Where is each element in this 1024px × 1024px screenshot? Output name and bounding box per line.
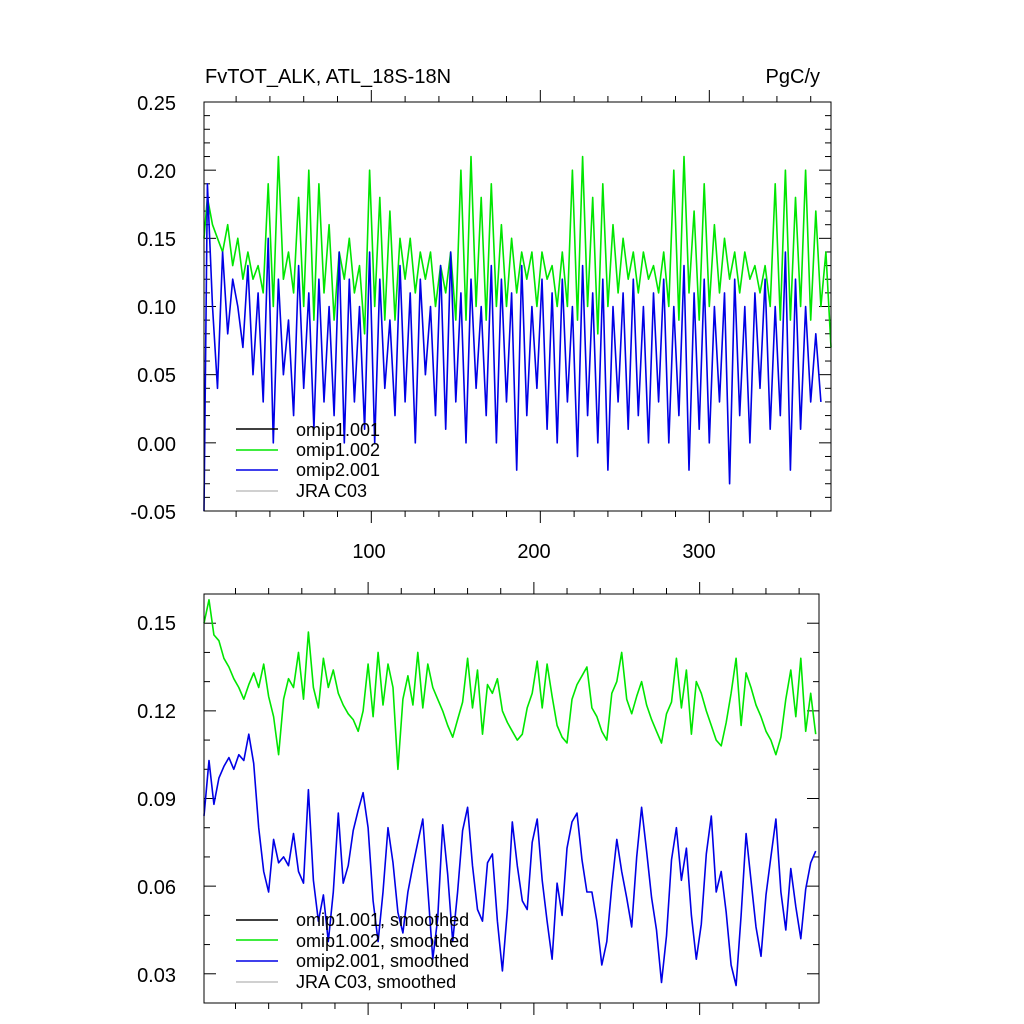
top-plot-frame xyxy=(203,101,832,512)
legend-label-omip1-002: omip1.002 xyxy=(296,440,380,460)
bottom-series xyxy=(203,598,817,987)
bottom-y-tick-label: 0.12 xyxy=(137,701,176,723)
top-x-tick-label: 200 xyxy=(517,541,550,563)
bottom-legend: omip1.001, smoothed omip1.002, smoothed … xyxy=(236,910,469,992)
top-y-tick-label: 0.05 xyxy=(137,365,176,387)
bottom-panel: 0.15 0.12 0.09 0.06 0.03 omip1.001, smoo… xyxy=(137,582,820,1015)
top-title: FvTOT_ALK, ATL_18S-18N xyxy=(205,66,451,88)
top-y-tick-label: -0.05 xyxy=(130,502,176,524)
legend-label-omip1-001-smoothed: omip1.001, smoothed xyxy=(296,910,469,930)
legend-label-omip1-002-smoothed: omip1.002, smoothed xyxy=(296,931,469,951)
legend-label-omip2-001: omip2.001 xyxy=(296,460,380,480)
top-x-tick-label: 300 xyxy=(682,541,715,563)
top-series-line-omip1-002 xyxy=(203,155,832,348)
bottom-y-tick-label: 0.06 xyxy=(137,877,176,899)
bottom-plot-frame xyxy=(203,593,820,1004)
bottom-series-line-omip2-001-smoothed xyxy=(203,733,817,987)
top-series xyxy=(203,155,832,512)
top-legend: omip1.001 omip1.002 omip2.001 JRA C03 xyxy=(236,420,380,501)
top-y-tick-label: 0.20 xyxy=(137,161,176,183)
bottom-series-line-omip1-002-smoothed xyxy=(203,598,817,771)
top-y-tick-label: 0.10 xyxy=(137,297,176,319)
legend-label-omip1-001: omip1.001 xyxy=(296,420,380,440)
bottom-ticks xyxy=(204,582,819,1015)
top-x-tick-label: 100 xyxy=(352,541,385,563)
top-x-tick-labels: 100 200 300 xyxy=(352,541,715,563)
legend-label-jra-c03-smoothed: JRA C03, smoothed xyxy=(296,972,456,992)
bottom-y-tick-label: 0.15 xyxy=(137,613,176,635)
legend-label-omip2-001-smoothed: omip2.001, smoothed xyxy=(296,951,469,971)
top-y-tick-label: 0.15 xyxy=(137,229,176,251)
top-units: PgC/y xyxy=(766,66,820,88)
top-y-tick-label: 0.25 xyxy=(137,93,176,115)
top-series-line-omip2-001 xyxy=(203,183,822,512)
bottom-y-tick-label: 0.09 xyxy=(137,789,176,811)
bottom-y-tick-label: 0.03 xyxy=(137,965,176,987)
legend-label-jra-c03: JRA C03 xyxy=(296,481,367,501)
top-y-tick-labels: 0.25 0.20 0.15 0.10 0.05 0.00 -0.05 xyxy=(130,93,176,524)
top-panel: FvTOT_ALK, ATL_18S-18N PgC/y 0.25 0.20 0… xyxy=(130,66,832,563)
bottom-y-tick-labels: 0.15 0.12 0.09 0.06 0.03 xyxy=(137,613,176,987)
top-y-tick-label: 0.00 xyxy=(137,434,176,456)
